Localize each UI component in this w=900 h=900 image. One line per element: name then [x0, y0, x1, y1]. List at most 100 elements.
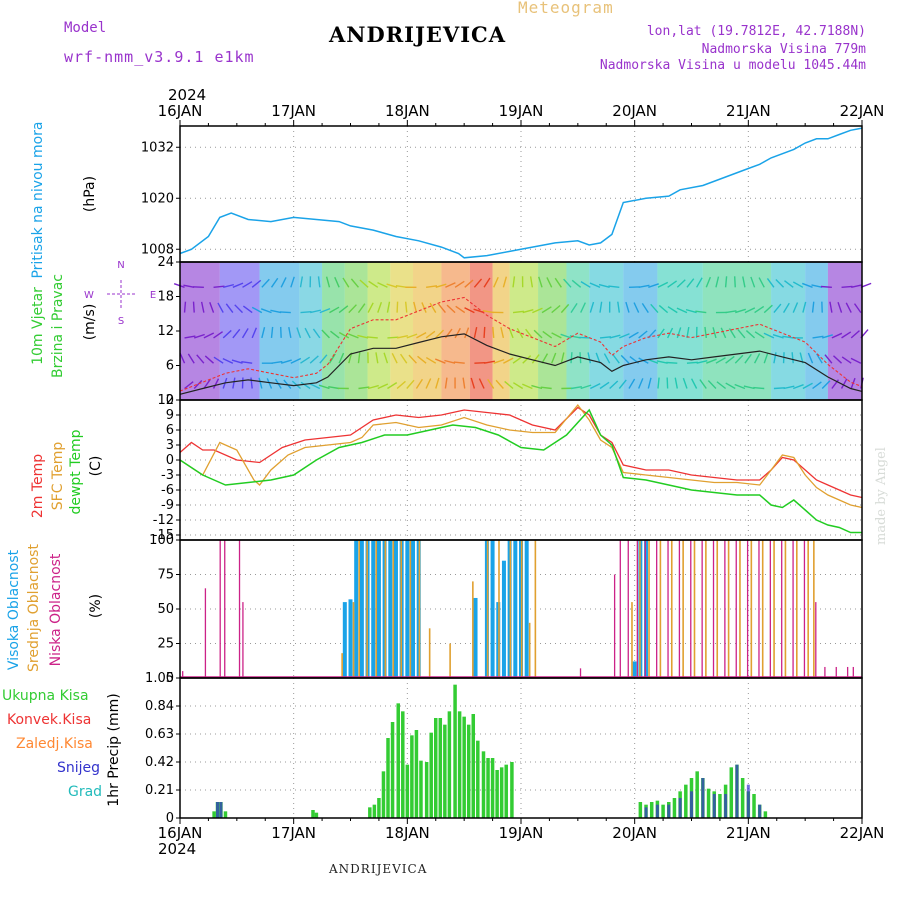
- precip-bar: [661, 804, 665, 818]
- wind-barb: [232, 282, 244, 288]
- compass-letter: E: [150, 290, 156, 301]
- wind-color-band: [367, 262, 391, 400]
- wind-barb: [386, 283, 398, 288]
- wind-barb: [512, 310, 525, 314]
- cloud-bar: [509, 540, 512, 678]
- wind-barb: [753, 353, 761, 364]
- wind-barb: [657, 328, 665, 339]
- wind-barb: [454, 327, 461, 339]
- wind-barb: [464, 327, 470, 339]
- wind-barb: [674, 377, 678, 389]
- wind-barb: [437, 303, 446, 314]
- wind-color-band: [344, 262, 368, 400]
- wind-barb: [551, 304, 561, 314]
- precip-bar: [746, 784, 750, 818]
- panel-1: [176, 126, 862, 262]
- wind-barb: [666, 361, 678, 364]
- wind-barb: [715, 357, 726, 364]
- precip-bar: [476, 740, 480, 818]
- wind-barb: [725, 355, 735, 364]
- wind-barb: [435, 283, 447, 288]
- wind-barb: [309, 309, 322, 314]
- wind-barb: [647, 358, 659, 364]
- wind-barb: [745, 330, 756, 339]
- cloud-bar: [613, 574, 616, 678]
- wind-barb: [223, 283, 235, 288]
- cloud-bar: [384, 540, 387, 678]
- precip-bar: [481, 751, 486, 818]
- wind-barb: [187, 353, 195, 364]
- precip-bar: [434, 718, 438, 818]
- cloud-bar: [449, 643, 451, 678]
- wind-barb: [792, 302, 799, 313]
- wind-barb: [270, 277, 279, 288]
- wind-barb: [851, 284, 863, 288]
- wind-barb: [541, 353, 549, 364]
- y-tick-label: -6: [161, 483, 174, 498]
- wind-barb: [590, 383, 601, 390]
- wind-barb: [500, 327, 505, 339]
- wind-barb: [487, 378, 495, 389]
- precip-bar: [510, 762, 514, 818]
- wind-barb: [425, 285, 438, 288]
- wind-barb: [522, 355, 532, 364]
- precip-bar: [438, 718, 443, 818]
- cloud-bar: [705, 540, 707, 678]
- x-tick-label-top: 17JAN: [271, 102, 316, 120]
- cloud-bar: [342, 602, 347, 678]
- wind-barb: [435, 329, 445, 339]
- precip-bar: [372, 804, 377, 818]
- cloud-bar: [701, 540, 703, 678]
- precip-bar: [667, 804, 671, 818]
- y-tick-label: 1032: [141, 140, 174, 155]
- wind-barb: [232, 377, 236, 389]
- model-name: wrf-nmm_v3.9.1 e1km: [64, 48, 255, 66]
- cloud-bar: [513, 540, 518, 678]
- wind-barb: [232, 328, 241, 339]
- wind-barb: [338, 352, 345, 364]
- cloud-bar: [224, 540, 226, 678]
- wind-barb: [250, 377, 253, 389]
- wind-barb: [200, 301, 205, 313]
- cloud-bar: [659, 540, 662, 678]
- wind-barb: [445, 282, 456, 288]
- cloud-bar: [375, 540, 378, 678]
- wind-barb: [478, 378, 485, 389]
- cloud-bar: [639, 540, 641, 678]
- wind-barb: [706, 358, 717, 364]
- sfc-temp-axis-title: SFC Temp: [50, 442, 66, 511]
- wind-barb: [396, 334, 409, 339]
- wind-barb: [357, 352, 361, 364]
- mid-cloud-axis-title: Srednja Oblacnost: [26, 544, 42, 672]
- wind-barb: [667, 306, 678, 314]
- cloud-bar: [528, 622, 531, 678]
- precip-bar: [504, 764, 508, 818]
- precip-bar: [314, 812, 319, 818]
- wind-barb: [699, 379, 707, 389]
- wind-barb: [728, 328, 736, 339]
- wind-barb: [300, 381, 311, 390]
- location-title: ANDRIJEVICA: [329, 22, 507, 47]
- wind-barb: [667, 327, 674, 339]
- wind-barb: [512, 356, 523, 364]
- cloud-bar: [473, 597, 478, 678]
- wind-barb: [522, 383, 533, 390]
- cloud-bar: [428, 628, 431, 678]
- wind-barb: [540, 386, 552, 390]
- wind-barb: [504, 380, 514, 390]
- y-tick-label: 0: [166, 811, 174, 826]
- y-tick-label: 50: [157, 602, 174, 617]
- wind-barb: [647, 377, 652, 389]
- precip-bar: [410, 735, 414, 818]
- cloud-bar: [524, 540, 529, 678]
- y-tick-label: -15: [153, 528, 174, 543]
- wind-barb: [725, 310, 737, 314]
- wind-barb: [696, 360, 708, 364]
- wind-barb: [531, 354, 540, 364]
- cloud-bar: [813, 540, 815, 678]
- cloud-bar: [644, 540, 646, 678]
- wind-barb: [406, 333, 418, 339]
- cloud-bar: [835, 666, 837, 678]
- wind-barb: [338, 331, 350, 339]
- precip-bar: [684, 784, 688, 818]
